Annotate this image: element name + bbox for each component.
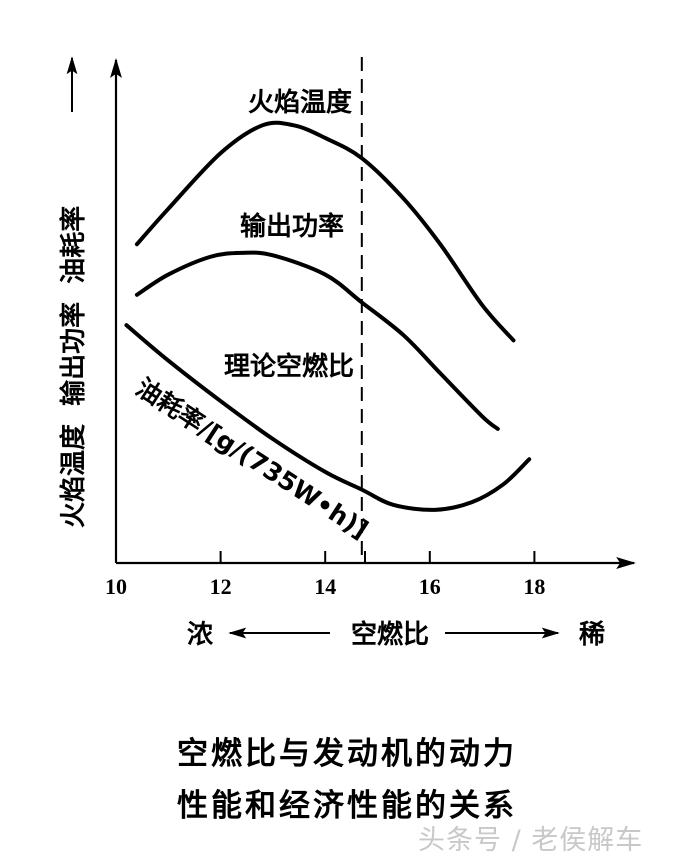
watermark: 头条号 / 老侯解车 [418, 825, 644, 856]
x-ticks [219, 551, 536, 563]
flame-temperature-label: 火焰温度 [248, 87, 352, 118]
fuel-consumption-label: 油耗率/[g/(735W•h)] [131, 373, 374, 545]
output-power-label: 输出功率 [240, 211, 344, 242]
y-axis-label: 火焰温度 输出功率 油耗率 [58, 206, 89, 528]
chart: 10 12 14 16 18 火焰温度 输出功率 理论空燃比 油耗率/[g/(735W•… [58, 56, 636, 650]
x-label-lean: 稀 [579, 620, 605, 650]
flame-temperature-curve [134, 120, 516, 343]
x-tick-label: 14 [314, 574, 336, 599]
x-axis-label: 空燃比 [351, 619, 429, 650]
x-tick-label: 18 [523, 574, 545, 599]
fuel-consumption-curve [124, 323, 532, 512]
x-tick-label: 12 [210, 574, 232, 599]
stoichiometric-label: 理论空燃比 [224, 351, 354, 382]
caption-line-2: 性能和经济性能的关系 [177, 788, 517, 824]
x-tick-label: 10 [105, 574, 127, 599]
x-tick-label: 16 [419, 574, 441, 599]
x-tick-labels: 10 12 14 16 18 [105, 574, 545, 599]
output-power-curve [134, 250, 500, 431]
x-label-rich: 浓 [187, 620, 214, 650]
caption-line-1: 空燃比与发动机的动力 [177, 736, 517, 772]
